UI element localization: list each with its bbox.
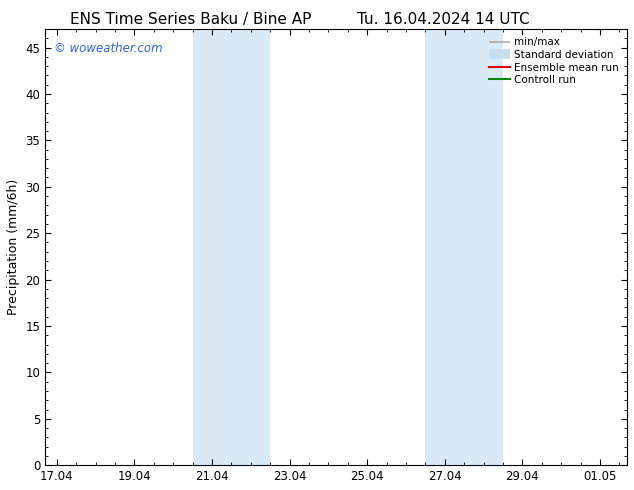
Bar bbox=[193, 29, 270, 465]
Bar bbox=[425, 29, 503, 465]
Text: ENS Time Series Baku / Bine AP: ENS Time Series Baku / Bine AP bbox=[70, 12, 311, 27]
Text: Tu. 16.04.2024 14 UTC: Tu. 16.04.2024 14 UTC bbox=[358, 12, 530, 27]
Text: © woweather.com: © woweather.com bbox=[54, 42, 162, 55]
Legend: min/max, Standard deviation, Ensemble mean run, Controll run: min/max, Standard deviation, Ensemble me… bbox=[486, 34, 622, 88]
Y-axis label: Precipitation (mm/6h): Precipitation (mm/6h) bbox=[7, 179, 20, 315]
